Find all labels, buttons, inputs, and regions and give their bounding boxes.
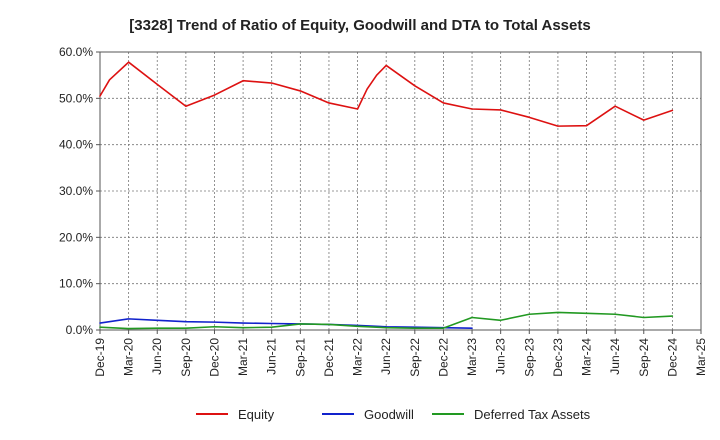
chart-title: [3328] Trend of Ratio of Equity, Goodwil… xyxy=(129,17,590,34)
x-tick-label: Sep-21 xyxy=(293,338,307,377)
x-tick-label: Mar-21 xyxy=(236,338,250,376)
series-line-deferred-tax-assets xyxy=(99,311,674,330)
series-line-equity xyxy=(99,61,674,127)
y-tick-label: 20.0% xyxy=(59,230,93,244)
series-lines xyxy=(99,61,674,330)
grid xyxy=(99,51,702,331)
x-tick-label: Dec-22 xyxy=(436,338,450,377)
y-axis: 0.0% 10.0% 20.0% 30.0% 40.0% 50.0% 60.0% xyxy=(59,45,100,337)
x-tick-label: Dec-24 xyxy=(665,338,679,377)
x-tick-label: Mar-25 xyxy=(694,338,708,376)
x-tick-label: Jun-22 xyxy=(379,338,393,375)
x-tick-label: Dec-23 xyxy=(551,338,565,377)
x-tick-label: Sep-20 xyxy=(179,338,193,377)
x-tick-label: Sep-22 xyxy=(408,338,422,377)
legend: Equity Goodwill Deferred Tax Assets xyxy=(196,407,591,422)
y-tick-label: 30.0% xyxy=(59,184,93,198)
y-tick-label: 60.0% xyxy=(59,45,93,59)
series-line-goodwill xyxy=(99,318,473,329)
y-tick-label: 10.0% xyxy=(59,277,93,291)
x-tick-label: Jun-24 xyxy=(608,338,622,375)
x-tick-label: Jun-20 xyxy=(150,338,164,375)
x-tick-label: Mar-23 xyxy=(465,338,479,376)
y-tick-label: 40.0% xyxy=(59,138,93,152)
x-tick-label: Jun-21 xyxy=(265,338,279,375)
y-tick-label: 50.0% xyxy=(59,91,93,105)
x-axis: Dec-19 Mar-20 Jun-20 Sep-20 Dec-20 Mar-21 Jun-… xyxy=(93,330,708,377)
x-tick-label: Dec-21 xyxy=(322,338,336,377)
x-tick-label: Jun-23 xyxy=(494,338,508,375)
x-tick-label: Sep-23 xyxy=(522,338,536,377)
legend-label: Goodwill xyxy=(364,407,414,422)
x-tick-label: Dec-20 xyxy=(207,338,221,377)
legend-label: Deferred Tax Assets xyxy=(474,407,591,422)
x-tick-label: Mar-24 xyxy=(580,338,594,376)
x-tick-label: Mar-20 xyxy=(122,338,136,376)
y-tick-label: 0.0% xyxy=(66,323,94,337)
legend-label: Equity xyxy=(238,407,275,422)
x-tick-label: Sep-24 xyxy=(637,338,651,377)
x-tick-label: Mar-22 xyxy=(351,338,365,376)
x-tick-label: Dec-19 xyxy=(93,338,107,377)
